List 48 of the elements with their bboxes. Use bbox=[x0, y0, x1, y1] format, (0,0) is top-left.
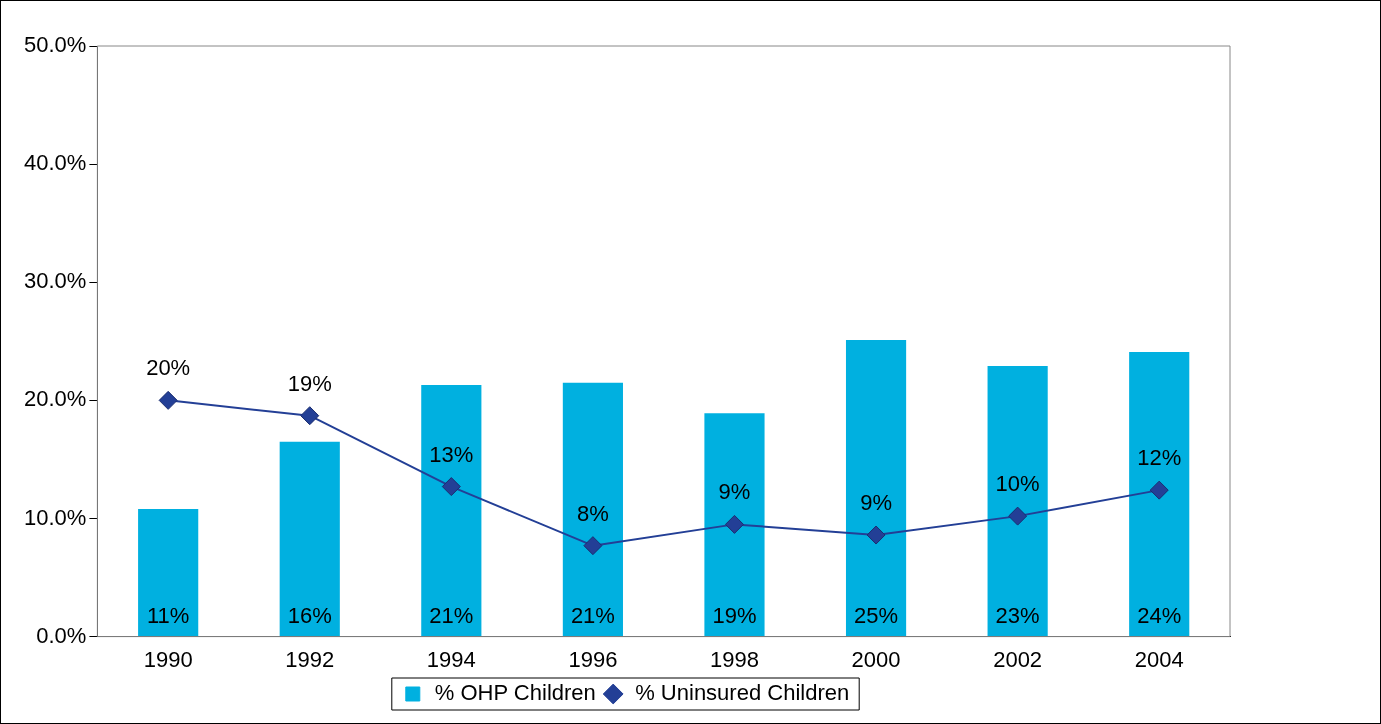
bar bbox=[845, 340, 907, 637]
data-label: 13% bbox=[429, 441, 474, 467]
bar bbox=[562, 382, 623, 637]
x-tick-label: 1994 bbox=[426, 646, 476, 672]
point bbox=[300, 406, 320, 426]
x-tick-label: 1998 bbox=[710, 646, 759, 672]
data-label: 25% bbox=[854, 603, 899, 629]
data-label: 10% bbox=[995, 471, 1040, 497]
data-label: 16% bbox=[287, 603, 332, 629]
data-label: 12% bbox=[1137, 445, 1182, 471]
x-tick-label: 2002 bbox=[993, 646, 1043, 672]
data-label: 23% bbox=[995, 603, 1040, 629]
point bbox=[1008, 506, 1028, 526]
x-tick-label: 1992 bbox=[285, 646, 335, 672]
y-tick-label: 20.0% bbox=[23, 386, 87, 412]
x-tick-label: 2004 bbox=[1134, 646, 1184, 672]
y-tick-label: 50.0% bbox=[23, 32, 87, 58]
bar bbox=[1129, 351, 1190, 637]
point bbox=[583, 536, 603, 556]
y-tick-label: 10.0% bbox=[23, 504, 87, 530]
data-label: 20% bbox=[146, 355, 191, 381]
bar bbox=[704, 413, 765, 637]
point bbox=[441, 477, 461, 497]
data-label: 24% bbox=[1137, 603, 1182, 629]
point bbox=[724, 514, 744, 534]
point bbox=[158, 390, 178, 410]
x-tick-label: 1990 bbox=[143, 646, 193, 672]
bar bbox=[279, 441, 340, 637]
data-label: 19% bbox=[712, 603, 757, 629]
bar bbox=[987, 366, 1048, 637]
data-label: 21% bbox=[570, 603, 615, 629]
data-label: 8% bbox=[577, 500, 609, 526]
legend-label: % Uninsured Children bbox=[635, 680, 850, 706]
point bbox=[1149, 480, 1169, 500]
data-label: 9% bbox=[718, 479, 751, 505]
data-label: 11% bbox=[146, 603, 190, 629]
point bbox=[866, 525, 886, 545]
data-label: 21% bbox=[429, 603, 474, 629]
x-tick-label: 2000 bbox=[851, 646, 901, 672]
y-tick-label: 40.0% bbox=[23, 150, 87, 176]
y-tick-label: 30.0% bbox=[23, 268, 87, 294]
bar bbox=[138, 509, 199, 637]
bar bbox=[421, 385, 482, 637]
y-tick-label: 0.0% bbox=[36, 622, 87, 648]
data-label: 9% bbox=[860, 490, 892, 516]
x-tick-label: 1996 bbox=[568, 646, 618, 672]
data-label: 19% bbox=[287, 370, 332, 396]
legend-label: % OHP Children bbox=[434, 680, 596, 706]
